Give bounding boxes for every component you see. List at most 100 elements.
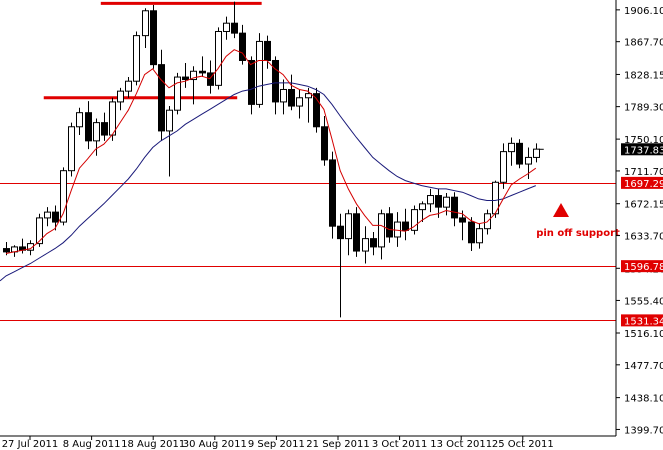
candle-body-up bbox=[362, 238, 369, 252]
candle bbox=[256, 33, 263, 108]
candle bbox=[199, 56, 206, 78]
candle-body-up bbox=[36, 217, 43, 245]
price-tick-label: 1555.40 bbox=[624, 296, 663, 307]
time-tick-label: 25 Oct 2011 bbox=[492, 439, 554, 450]
last-price-tag bbox=[621, 143, 663, 156]
candle bbox=[386, 207, 393, 243]
candle-body-down bbox=[85, 112, 92, 142]
candle-body-up bbox=[533, 148, 540, 158]
candle bbox=[508, 137, 515, 166]
fast-moving-average bbox=[5, 49, 537, 254]
candle-body-up bbox=[500, 151, 507, 183]
candle-body-up bbox=[296, 97, 303, 107]
candle bbox=[166, 106, 173, 177]
candle bbox=[500, 143, 507, 189]
candle-body-down bbox=[182, 76, 189, 81]
candle bbox=[133, 31, 140, 86]
candle-body-up bbox=[125, 80, 132, 92]
candle bbox=[76, 107, 83, 136]
level-price-tag bbox=[621, 176, 663, 189]
price-tick-label: 1438.10 bbox=[624, 394, 663, 405]
candle bbox=[516, 139, 523, 169]
price-tick-label: 1789.30 bbox=[624, 103, 663, 114]
price-tick-label: 1399.70 bbox=[624, 425, 663, 436]
candle bbox=[60, 167, 67, 226]
candle bbox=[272, 56, 279, 115]
candle-body-up bbox=[76, 112, 83, 128]
candle bbox=[321, 116, 328, 166]
candle bbox=[158, 49, 165, 141]
candle-body-down bbox=[337, 225, 344, 240]
candle bbox=[427, 188, 434, 213]
time-tick-label: 8 Aug 2011 bbox=[63, 439, 121, 450]
candle bbox=[101, 112, 108, 141]
candle bbox=[190, 66, 197, 105]
time-tick-label: 13 Oct 2011 bbox=[430, 439, 492, 450]
candle bbox=[125, 77, 132, 98]
candle bbox=[280, 79, 287, 115]
candle-body-down bbox=[451, 196, 458, 219]
candle-body-down bbox=[158, 64, 165, 132]
time-tick-label: 21 Sep 2011 bbox=[306, 439, 369, 450]
time-tick-label: 9 Sep 2011 bbox=[248, 439, 305, 450]
candle bbox=[68, 122, 75, 177]
plot-area: pin off support bbox=[0, 1, 621, 321]
candle bbox=[419, 201, 426, 223]
candle bbox=[337, 213, 344, 318]
time-tick-label: 30 Aug 2011 bbox=[183, 439, 247, 450]
candle-body-up bbox=[44, 211, 51, 219]
candle-body-up bbox=[27, 243, 34, 251]
candle-body-up bbox=[117, 90, 124, 103]
candle bbox=[93, 118, 100, 156]
candle-body-up bbox=[476, 228, 483, 244]
annotation-label: pin off support bbox=[536, 228, 620, 239]
price-axis: 1906.10 1867.70 1828.15 1789.30 1750.10 1711.… bbox=[616, 6, 663, 436]
candle bbox=[459, 210, 466, 241]
candle-body-up bbox=[419, 203, 426, 211]
candle-body-up bbox=[109, 101, 116, 136]
candle bbox=[402, 208, 409, 241]
time-tick-label: 27 Jul 2011 bbox=[2, 439, 59, 450]
candle-body-up bbox=[142, 10, 149, 37]
candle-body-up bbox=[345, 213, 352, 240]
candle-body-up bbox=[60, 170, 67, 223]
candle bbox=[468, 217, 475, 252]
arrow-up-icon bbox=[553, 203, 569, 217]
candle-body-down bbox=[402, 221, 409, 231]
candle-body-up bbox=[215, 30, 222, 86]
candle bbox=[142, 8, 149, 49]
candle-body-up bbox=[174, 76, 181, 111]
candle bbox=[329, 151, 336, 239]
candle bbox=[394, 212, 401, 247]
candle bbox=[44, 207, 51, 227]
candle-body-down bbox=[264, 40, 271, 61]
candle bbox=[345, 209, 352, 256]
price-tick-label: 1828.15 bbox=[624, 70, 663, 81]
candle bbox=[378, 209, 385, 260]
candles bbox=[3, 1, 540, 318]
price-tags: 1697.29 1596.78 1531.34 1737.83 bbox=[538, 143, 663, 327]
candle-body-up bbox=[443, 196, 450, 208]
candle-body-down bbox=[321, 126, 328, 161]
candle bbox=[476, 223, 483, 249]
candle-body-up bbox=[68, 126, 75, 172]
candle bbox=[533, 143, 540, 163]
candle-body-up bbox=[305, 93, 312, 99]
price-tick-label: 1633.70 bbox=[624, 232, 663, 243]
candle bbox=[288, 74, 295, 111]
candle-body-down bbox=[468, 221, 475, 244]
candle-body-up bbox=[223, 22, 230, 32]
candle-body-down bbox=[370, 238, 377, 248]
candle-body-down bbox=[199, 70, 206, 74]
price-tick-label: 1867.70 bbox=[624, 38, 663, 49]
level-price-tag-label: 1531.34 bbox=[624, 316, 663, 327]
candle bbox=[117, 87, 124, 111]
level-price-tag-label: 1697.29 bbox=[624, 179, 663, 190]
candle bbox=[264, 35, 271, 69]
candle bbox=[85, 101, 92, 150]
candle-body-up bbox=[133, 35, 140, 82]
candle bbox=[36, 213, 43, 247]
candle-body-down bbox=[150, 10, 157, 66]
